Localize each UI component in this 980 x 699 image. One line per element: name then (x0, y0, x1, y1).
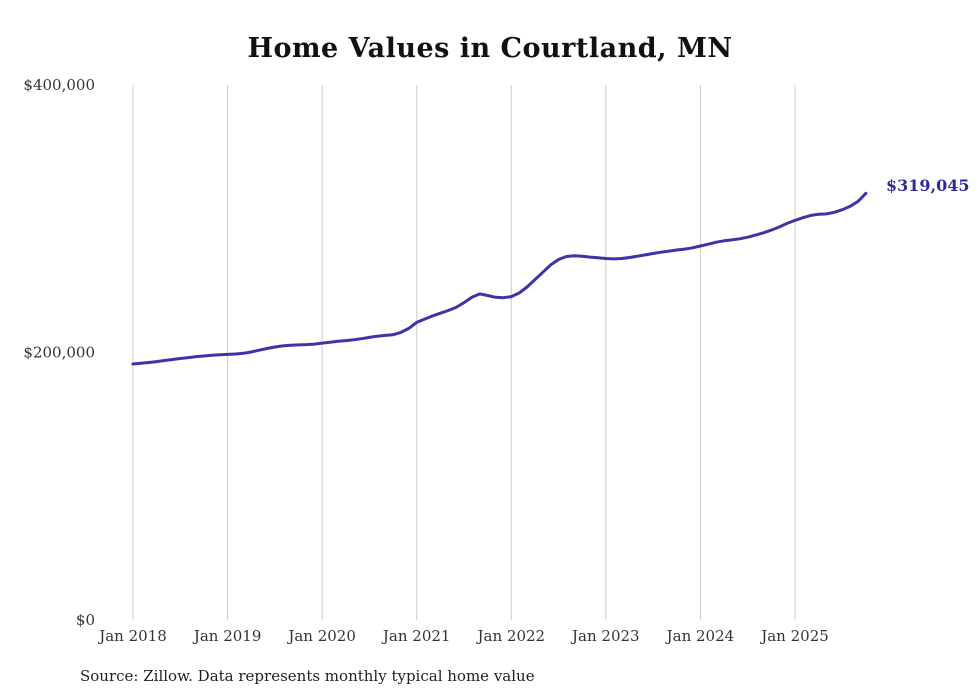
y-tick-label: $400,000 (23, 76, 95, 94)
x-tick-label: Jan 2022 (476, 627, 546, 645)
y-tick-label: $0 (76, 611, 95, 629)
x-tick-label: Jan 2018 (97, 627, 167, 645)
latest-value-label: $319,045 (886, 176, 970, 195)
chart-title: Home Values in Courtland, MN (247, 33, 733, 64)
x-tick-label: Jan 2021 (381, 627, 451, 645)
source-note: Source: Zillow. Data represents monthly … (80, 667, 535, 685)
x-tick-label: Jan 2025 (759, 627, 829, 645)
home-value-line (131, 191, 868, 366)
x-tick-label: Jan 2019 (192, 627, 262, 645)
y-tick-label: $200,000 (23, 344, 95, 362)
x-tick-label: Jan 2020 (286, 627, 356, 645)
x-tick-label: Jan 2023 (570, 627, 640, 645)
x-tick-label: Jan 2024 (665, 627, 735, 645)
